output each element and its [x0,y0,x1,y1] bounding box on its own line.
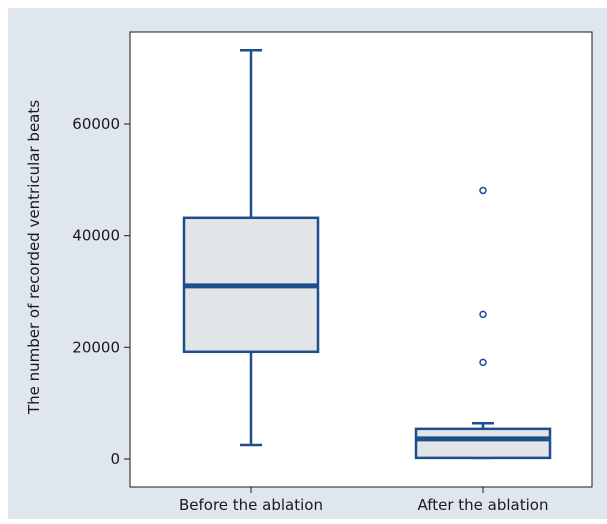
y-tick-label: 0 [110,450,120,468]
y-tick-label: 20000 [72,338,120,356]
y-axis-label: The number of recorded ventricular beats [25,100,43,415]
y-axis: 0 20000 40000 60000 [72,115,130,468]
chart-figure: 0 20000 40000 60000 Before the ablation Afte… [8,8,607,519]
outlier-point [479,186,487,195]
outlier-point [479,310,487,319]
box-group [182,49,320,447]
box-iqr [414,427,552,460]
box-group [414,186,552,460]
y-tick-label: 40000 [72,227,120,245]
boxes [182,49,552,460]
x-tick-label: Before the ablation [179,496,323,514]
y-tick-label: 60000 [72,115,120,133]
outlier-point [479,358,487,367]
x-axis: Before the ablation After the ablation [179,487,549,514]
x-tick-label: After the ablation [418,496,549,514]
box-plot: 0 20000 40000 60000 Before the ablation Afte… [25,31,593,514]
